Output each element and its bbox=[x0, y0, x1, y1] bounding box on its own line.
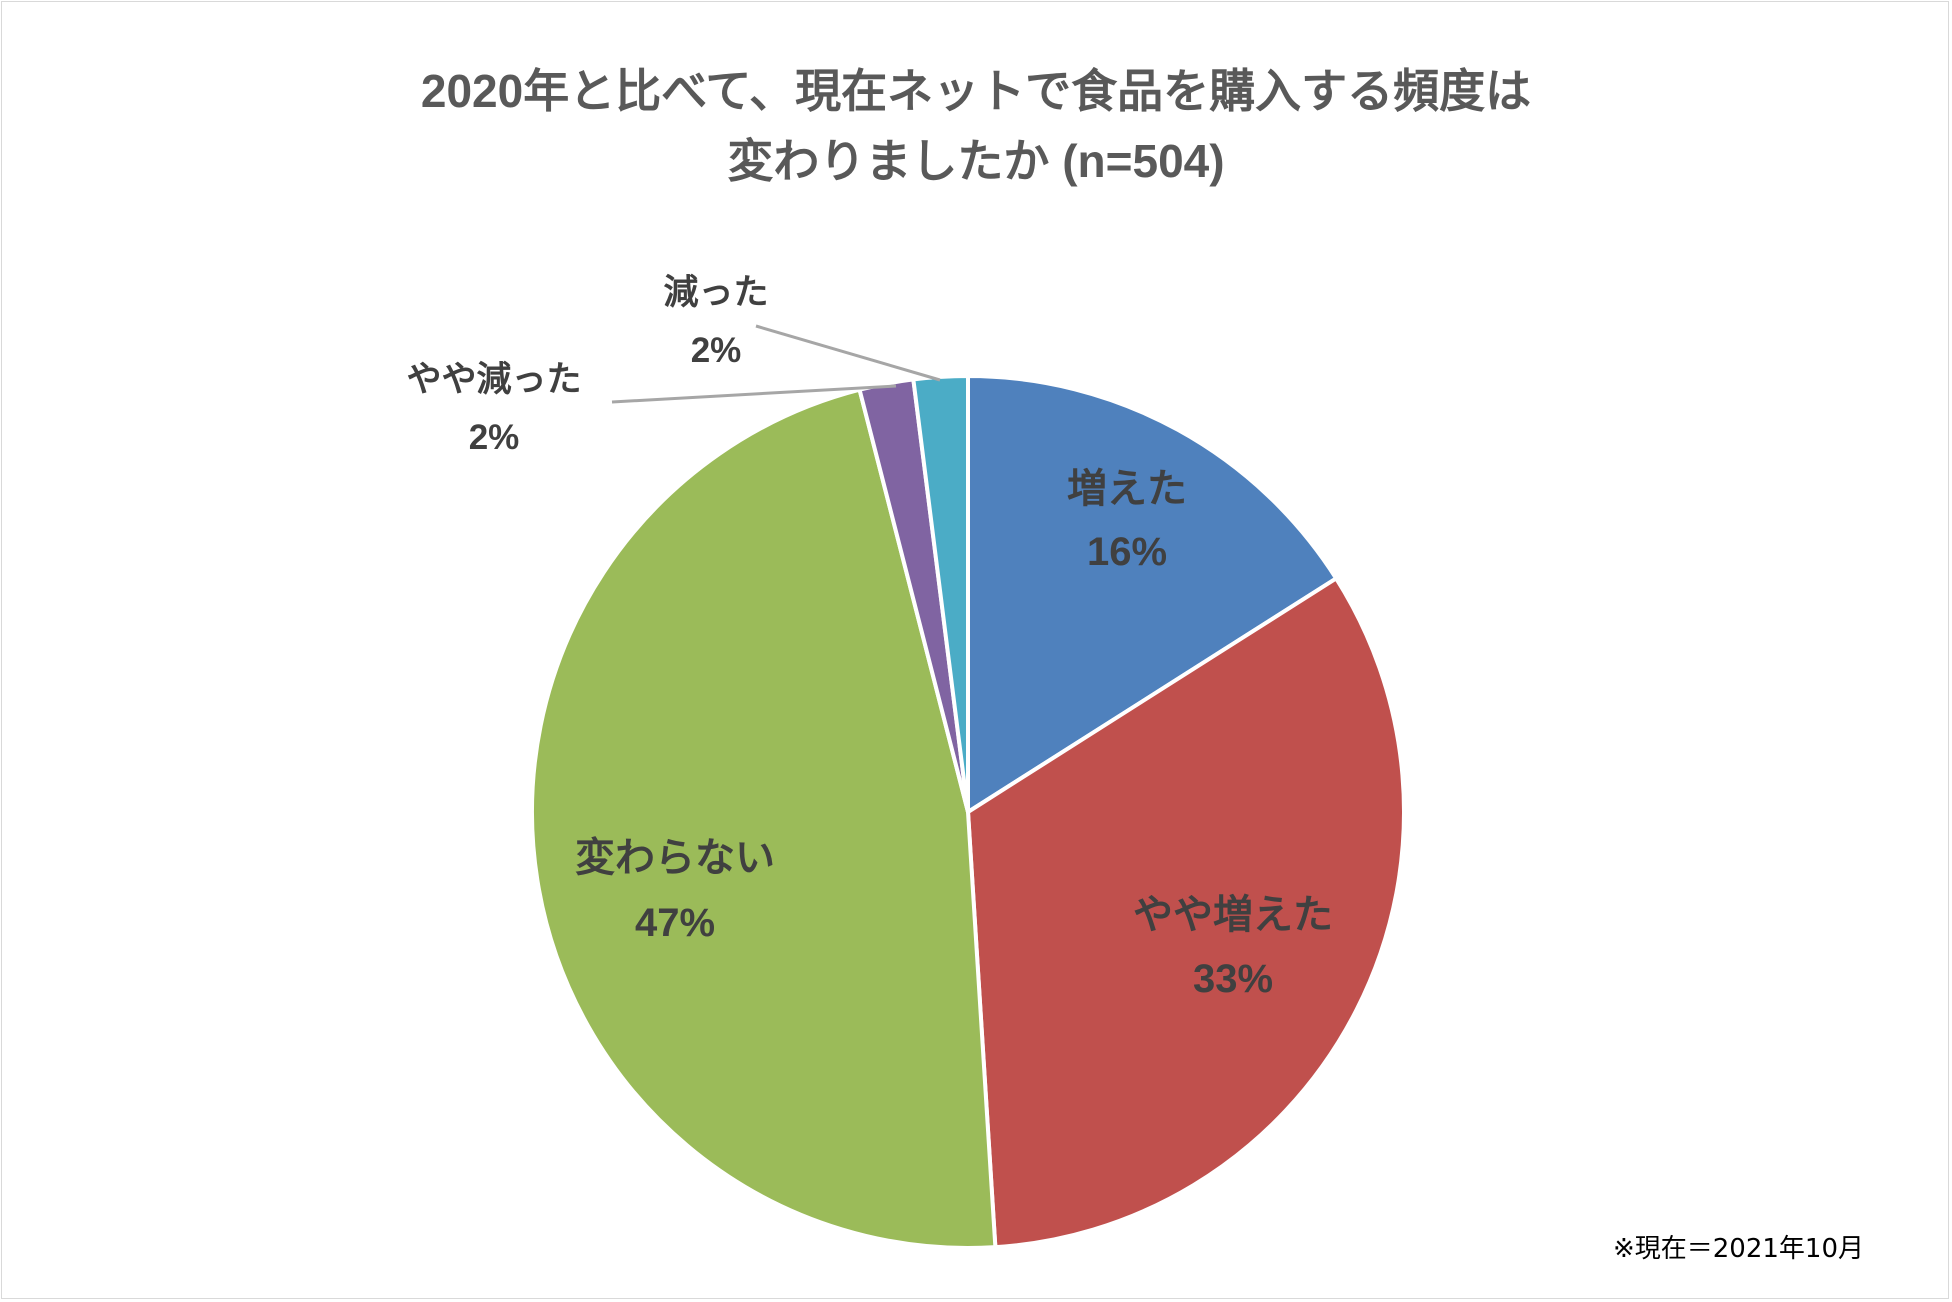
leader-line-4 bbox=[611, 384, 897, 404]
slice-label-5: 減った bbox=[663, 273, 768, 313]
pie-slice-5 bbox=[911, 374, 970, 814]
slice-value-label-1: 16% bbox=[1087, 530, 1167, 574]
slice-value-label-5: 2% bbox=[691, 331, 742, 370]
leader-line-5 bbox=[755, 324, 941, 382]
chart-title-line2: 変わりましたか (n=504) bbox=[727, 135, 1225, 187]
slice-value-label-2: 33% bbox=[1193, 957, 1273, 1001]
pie-slice-1 bbox=[966, 374, 1339, 814]
slice-label-4: やや減った bbox=[406, 360, 581, 400]
slice-label-1: 増えた bbox=[1067, 466, 1187, 512]
slice-label-3: 変わらない bbox=[575, 835, 775, 881]
pie-slice-3 bbox=[530, 387, 998, 1250]
slice-value-label-3: 47% bbox=[635, 901, 715, 945]
slice-label-2: やや増えた bbox=[1133, 892, 1333, 938]
chart-title-line1: 2020年と比べて、現在ネットで食品を購入する頻度は bbox=[420, 65, 1532, 117]
footnote: ※現在＝2021年10月 bbox=[1612, 1234, 1864, 1264]
slice-value-label-4: 2% bbox=[469, 418, 520, 457]
pie-slice-2 bbox=[966, 576, 1406, 1250]
